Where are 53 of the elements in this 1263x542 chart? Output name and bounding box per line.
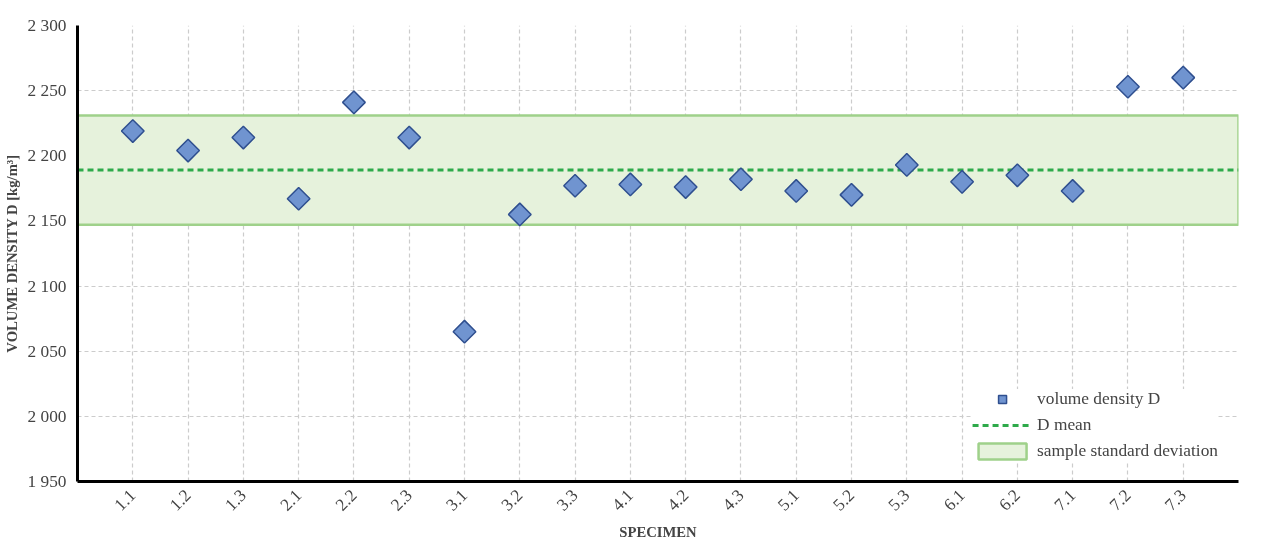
point: [839, 182, 864, 207]
x-tick-label: 2.1: [276, 485, 306, 515]
x-tick-label: 1.2: [166, 485, 195, 515]
y-tick-label: 2 150: [27, 211, 67, 231]
y-tick-label: 2 000: [27, 406, 67, 426]
point: [341, 90, 366, 115]
point: [176, 138, 201, 163]
x-tick-label: 7.1: [1050, 485, 1080, 515]
y-tick-label: 1 950: [27, 472, 67, 491]
point: [1171, 65, 1196, 90]
legend-label: sample standard deviation: [1037, 441, 1218, 461]
x-tick-label: 1.3: [221, 485, 251, 515]
y-tick-label: 2 300: [27, 16, 67, 35]
point: [1115, 74, 1140, 99]
y-tick-label: 2 050: [27, 341, 67, 361]
point: [563, 173, 588, 198]
x-tick-label: 5.1: [774, 485, 803, 515]
x-tick-label: 3.1: [442, 485, 472, 515]
x-tick-label: 6.2: [995, 485, 1025, 515]
point: [894, 152, 919, 177]
x-tick-label: 4.2: [663, 485, 693, 515]
legend-label: D mean: [1037, 415, 1092, 435]
point: [507, 202, 532, 227]
x-tick-label: 5.3: [884, 485, 914, 515]
y-tick-label: 2 250: [27, 81, 67, 101]
y-axis-title: VOLUME DENSITY D [kg/m³]: [3, 154, 20, 353]
x-tick-label: 7.3: [1161, 485, 1190, 515]
x-tick-label: 7.2: [1105, 485, 1135, 515]
x-tick-label: 5.2: [829, 485, 859, 515]
x-tick-label: 6.1: [940, 485, 969, 515]
point: [673, 174, 698, 200]
x-tick-label: 3.2: [497, 485, 527, 515]
x-tick-label: 4.1: [608, 485, 638, 515]
point: [120, 118, 145, 144]
point: [452, 319, 477, 344]
x-tick-label: 1.1: [110, 485, 140, 515]
x-tick-label: 2.3: [387, 485, 416, 515]
x-tick-label: 4.3: [718, 485, 748, 515]
x-tick-label: 3.3: [553, 485, 582, 515]
point: [397, 125, 422, 150]
point: [618, 172, 643, 197]
point: [286, 186, 311, 211]
x-axis-title: SPECIMEN: [619, 523, 698, 540]
y-tick-label: 2 100: [27, 276, 67, 296]
point: [728, 167, 753, 192]
point: [950, 169, 975, 194]
point: [1060, 178, 1085, 204]
point: [231, 125, 256, 150]
x-tick-label: 2.2: [331, 485, 361, 515]
legend-label: volume density D: [1037, 389, 1161, 409]
point: [784, 178, 809, 204]
point: [1005, 163, 1030, 188]
y-tick-label: 2 200: [27, 146, 67, 166]
